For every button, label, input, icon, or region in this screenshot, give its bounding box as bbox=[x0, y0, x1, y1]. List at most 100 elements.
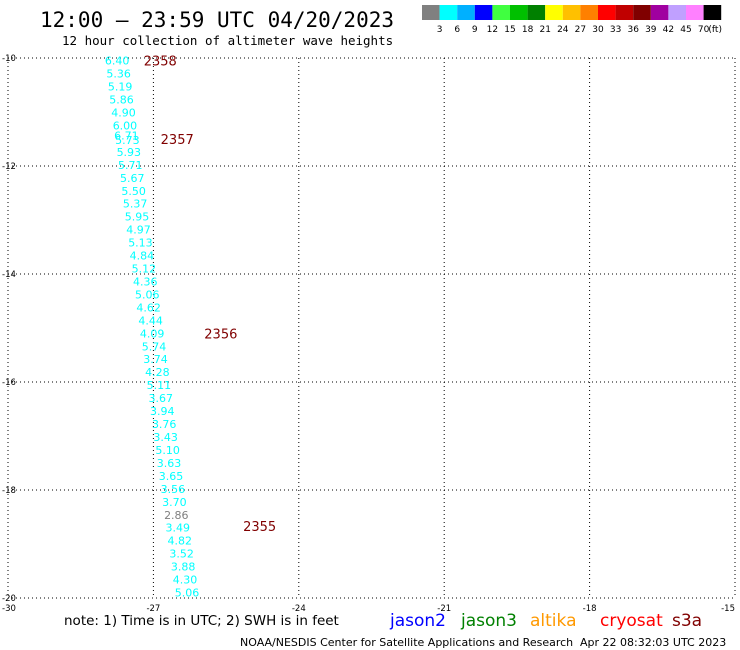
data-point-label: 4.36 bbox=[133, 275, 158, 288]
legend-label: 6 bbox=[454, 25, 460, 35]
y-tick-label: -12 bbox=[2, 162, 16, 172]
legend-label: 36 bbox=[627, 25, 639, 35]
data-point-label: 5.50 bbox=[121, 185, 146, 198]
data-point-label: 4.62 bbox=[136, 301, 161, 314]
legend-swatch bbox=[492, 5, 510, 20]
legend-label: 45 bbox=[680, 25, 691, 35]
time-labels: 2358 2357 2356 2355 bbox=[144, 55, 276, 535]
data-points: 6.405.365.195.864.906.006.715.735.935.71… bbox=[105, 55, 199, 600]
legend-swatch bbox=[633, 5, 651, 20]
data-point-label: 3.88 bbox=[171, 561, 196, 574]
y-tick-label: -16 bbox=[2, 378, 16, 388]
legend-label: 27 bbox=[575, 25, 586, 35]
x-tick-label: -24 bbox=[292, 604, 306, 614]
data-point-label: 5.67 bbox=[120, 172, 145, 185]
data-point-label: 4.09 bbox=[140, 327, 165, 340]
footer-credit: NOAA/NESDIS Center for Satellite Applica… bbox=[240, 636, 573, 649]
legend-label: 33 bbox=[610, 25, 621, 35]
legend-label: 12 bbox=[487, 25, 498, 35]
time-marker-label: 2355 bbox=[243, 520, 276, 535]
data-point-label: 5.95 bbox=[125, 211, 149, 224]
legend-label: 15 bbox=[504, 25, 515, 35]
legend-label: 18 bbox=[522, 25, 534, 35]
legend-swatch bbox=[668, 5, 686, 20]
legend-unit: (ft) bbox=[708, 25, 722, 35]
data-point-label: 5.73 bbox=[115, 134, 139, 147]
y-tick-label: -20 bbox=[2, 594, 16, 604]
time-marker-label: 2357 bbox=[161, 133, 194, 148]
legend-swatch bbox=[527, 5, 546, 20]
satellite-legend: jason2 jason3 altika cryosat s3a bbox=[389, 611, 702, 631]
data-point-label: 5.11 bbox=[147, 379, 172, 392]
data-point-label: 3.67 bbox=[149, 392, 174, 405]
data-point-label: 3.76 bbox=[152, 418, 177, 431]
legend-swatch bbox=[474, 5, 493, 20]
data-point-label: 2.86 bbox=[164, 509, 189, 522]
legend-swatch bbox=[703, 5, 722, 20]
data-point-label: 3.52 bbox=[169, 548, 194, 561]
legend-label: 39 bbox=[645, 25, 657, 35]
color-legend: 3 6 9 12 15 18 21 24 27 30 33 36 39 42 45 70 (ft) bbox=[422, 5, 722, 35]
satellite-label: jason3 bbox=[460, 611, 517, 631]
data-point-label: 4.82 bbox=[167, 535, 192, 548]
x-tick-label: -27 bbox=[146, 604, 160, 614]
data-point-label: 4.90 bbox=[111, 106, 136, 119]
data-point-label: 5.10 bbox=[155, 444, 180, 457]
satellite-label: jason2 bbox=[389, 611, 446, 631]
time-marker-label: 2356 bbox=[204, 327, 237, 342]
legend-label: 21 bbox=[539, 25, 550, 35]
data-point-label: 4.28 bbox=[145, 366, 170, 379]
legend-label: 30 bbox=[592, 25, 604, 35]
y-tick-label: -14 bbox=[2, 270, 16, 280]
time-marker-label: 2358 bbox=[144, 55, 177, 70]
y-tick-label: -10 bbox=[2, 54, 16, 64]
legend-label: 3 bbox=[437, 25, 443, 35]
data-point-label: 5.36 bbox=[106, 68, 130, 81]
footer-timestamp: Apr 22 08:32:03 UTC 2023 bbox=[580, 636, 726, 649]
legend-swatch bbox=[615, 5, 634, 20]
data-point-label: 3.94 bbox=[150, 405, 175, 418]
data-point-label: 6.40 bbox=[105, 55, 130, 68]
y-tick-label: -18 bbox=[2, 486, 16, 496]
data-point-label: 4.30 bbox=[173, 574, 198, 587]
x-tick-label: -30 bbox=[2, 604, 16, 614]
data-point-label: 3.70 bbox=[162, 496, 187, 509]
legend-swatch bbox=[598, 5, 616, 20]
data-point-label: 5.13 bbox=[128, 237, 153, 250]
data-point-label: 5.19 bbox=[108, 81, 133, 94]
axis-ticks: -30 -27 -24 -21 -18 -15 -10 -12 -14 -16 -18 -20 bbox=[2, 54, 735, 614]
legend-swatch bbox=[686, 5, 704, 20]
satellite-label: cryosat bbox=[600, 611, 663, 631]
legend-label: 42 bbox=[663, 25, 674, 35]
data-point-label: 3.65 bbox=[159, 470, 184, 483]
legend-swatch bbox=[422, 5, 440, 20]
data-point-label: 5.74 bbox=[142, 340, 167, 353]
data-point-label: 3.43 bbox=[153, 431, 178, 444]
legend-swatch bbox=[457, 5, 475, 20]
legend-swatch bbox=[545, 5, 563, 20]
data-point-label: 3.49 bbox=[166, 522, 191, 535]
legend-swatch bbox=[439, 5, 458, 20]
x-tick-label: -18 bbox=[583, 604, 597, 614]
data-point-label: 5.37 bbox=[123, 198, 148, 211]
x-tick-label: -15 bbox=[721, 604, 735, 614]
satellite-label: altika bbox=[530, 611, 577, 631]
data-point-label: 4.97 bbox=[126, 224, 151, 237]
data-point-label: 6.00 bbox=[113, 119, 138, 132]
data-point-label: 4.84 bbox=[130, 250, 155, 263]
chart-subtitle: 12 hour collection of altimeter wave hei… bbox=[62, 33, 393, 48]
satellite-label: s3a bbox=[672, 611, 702, 631]
legend-swatch bbox=[562, 5, 581, 20]
data-point-label: 5.93 bbox=[117, 146, 142, 159]
legend-swatch bbox=[650, 5, 669, 20]
data-point-label: 3.63 bbox=[157, 457, 182, 470]
data-point-label: 3.56 bbox=[161, 483, 186, 496]
x-tick-label: -21 bbox=[437, 604, 451, 614]
data-point-label: 5.06 bbox=[175, 587, 200, 600]
legend-swatch bbox=[510, 5, 528, 20]
data-point-label: 4.44 bbox=[138, 314, 163, 327]
footer-note: note: 1) Time is in UTC; 2) SWH is in fe… bbox=[64, 613, 339, 629]
data-point-label: 6.71 bbox=[114, 130, 139, 143]
data-point-label: 5.71 bbox=[118, 159, 143, 172]
